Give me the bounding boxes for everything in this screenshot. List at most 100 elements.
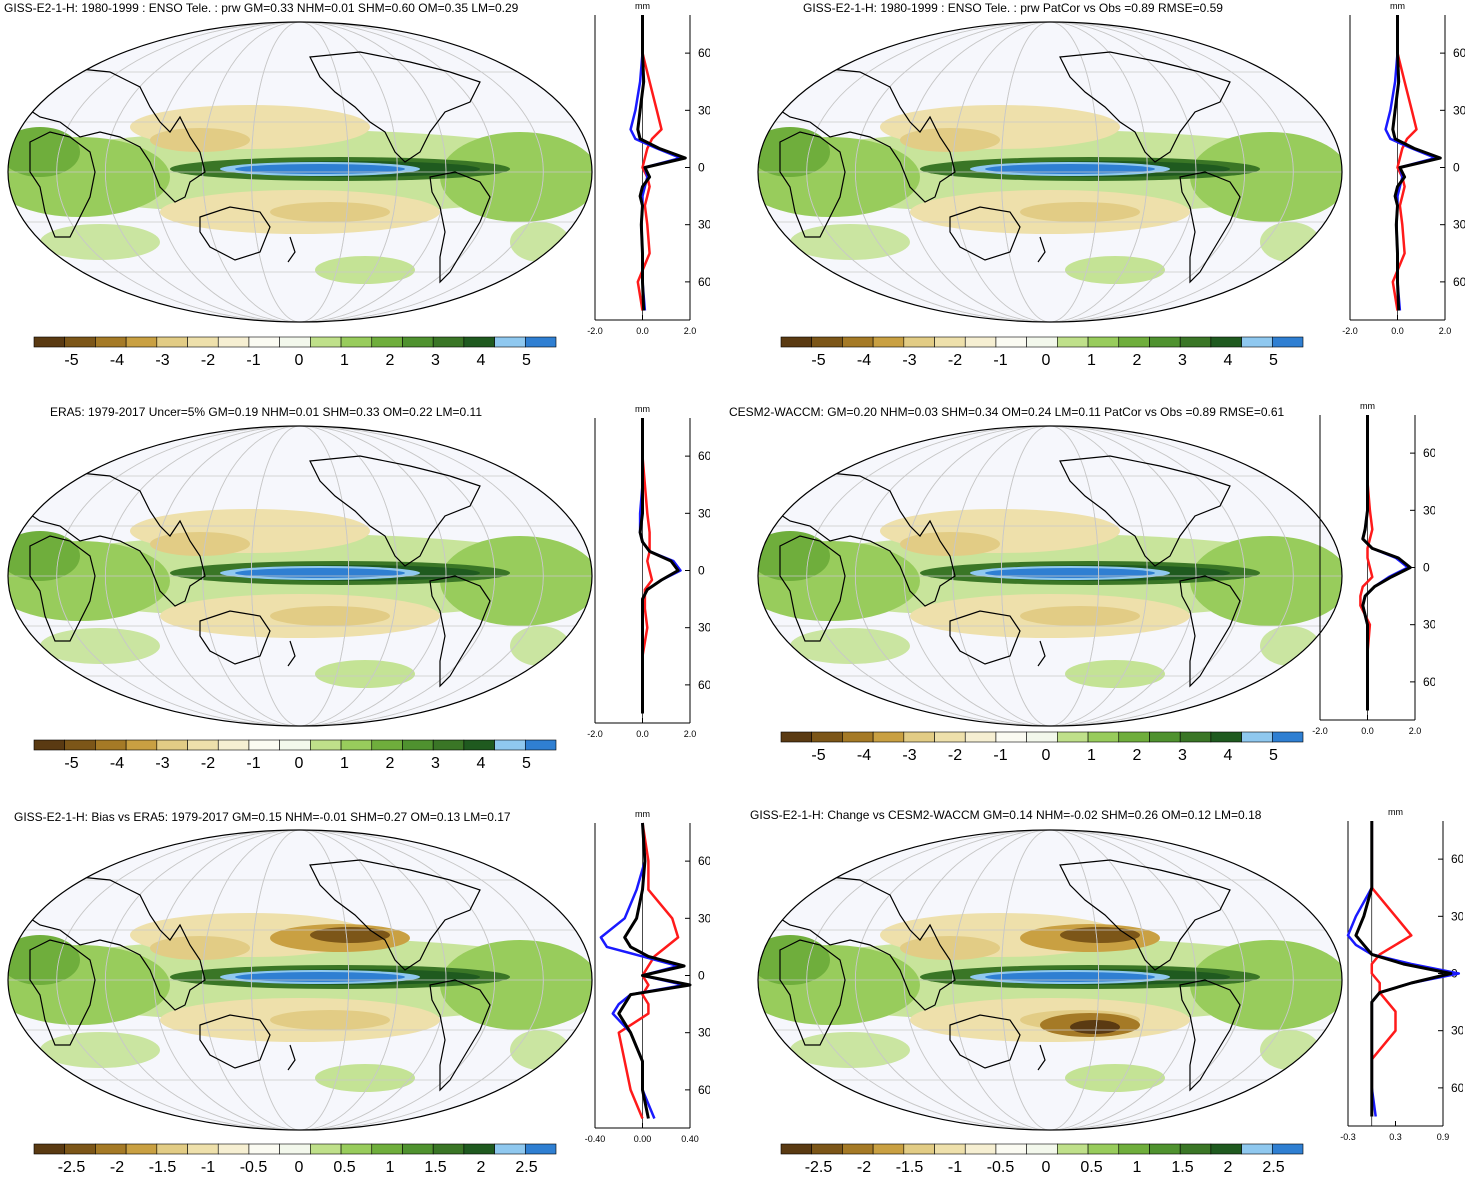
coastline [29, 131, 96, 238]
colorbar-tick-label: 2 [386, 755, 395, 772]
colorbar-tick-label: 5 [1269, 747, 1278, 764]
colorbar-swatch [1241, 1143, 1273, 1155]
colorbar-tick-label: 2 [1224, 1159, 1233, 1176]
anomaly-blob [1020, 202, 1140, 222]
colorbar-swatch [1057, 336, 1089, 348]
colorbar-swatch [964, 731, 997, 743]
anomaly-blob [40, 224, 160, 260]
lat-tick-label: 60N [698, 854, 710, 868]
colorbar-tick-label: -0.5 [987, 1159, 1015, 1176]
colorbar: -5 -4 -3 -2 -1 0 1 2 3 4 5 [33, 739, 557, 772]
colorbar-swatch [402, 1143, 434, 1155]
colorbar-swatch [125, 336, 158, 348]
colorbar-tick-label: -2 [948, 747, 962, 764]
colorbar-swatch [780, 731, 813, 743]
colorbar-swatch [995, 336, 1027, 348]
x-tick-label: 0.0 [1391, 326, 1404, 336]
anomaly-blob [235, 568, 405, 578]
colorbar-tick-label: -4 [857, 352, 871, 369]
lat-tick-label: 30N [698, 506, 710, 520]
coastline [19, 66, 206, 203]
colorbar-swatch [217, 336, 250, 348]
coastline [287, 640, 296, 667]
world-map [757, 829, 1343, 1131]
colorbar-swatch [1118, 336, 1150, 348]
anomaly-blob [1020, 606, 1140, 626]
colorbar-swatch [524, 336, 557, 348]
colorbar-tick-label: 4 [477, 352, 486, 369]
x-tick-label: -0.3 [1340, 1132, 1356, 1142]
anomaly-blob [40, 628, 160, 664]
colorbar-tick-label: -2 [201, 352, 215, 369]
colorbar-swatch [156, 336, 188, 348]
lat-tick-label: 0 [698, 161, 705, 175]
panel-title: GISS-E2-1-H: 1980-1999 : ENSO Tele. : pr… [4, 1, 519, 15]
colorbar-tick-label: 0.5 [333, 1159, 355, 1176]
colorbar-swatch [1026, 1143, 1058, 1155]
colorbar-swatch [1118, 731, 1150, 743]
x-tick-label: 0.40 [681, 1134, 699, 1144]
coastlines [19, 51, 491, 284]
colorbar-swatch [340, 1143, 373, 1155]
zonal-mean-plot: mm 60N 30N 0 30S 60S -0.40 0.00 0.40 [585, 809, 710, 1144]
anomaly-blob [270, 606, 390, 626]
coastline [949, 1014, 1021, 1069]
coastline [309, 859, 481, 971]
meridian-line [250, 426, 350, 726]
graticule [758, 426, 1342, 726]
coastlines [769, 455, 1241, 688]
lat-tick-label: 30S [1423, 618, 1435, 632]
anomaly-blob [8, 531, 80, 581]
colorbar-swatch [432, 739, 465, 751]
map-border [757, 425, 1343, 727]
anomaly-blob [790, 224, 910, 260]
colorbar-swatch [217, 1143, 250, 1155]
anomaly-blob [315, 1064, 415, 1092]
colorbar-swatch [95, 1143, 127, 1155]
colorbar-tick-label: -2.5 [805, 1159, 833, 1176]
colorbar-swatch [1149, 731, 1181, 743]
meridian-line [56, 426, 544, 726]
colorbar-swatch [494, 1143, 526, 1155]
meridian-line [854, 22, 1246, 322]
colorbar-swatch [125, 739, 158, 751]
colorbar-tick-label: -2 [110, 1159, 124, 1176]
anomaly-blob [150, 936, 250, 960]
anomaly-blob [315, 256, 415, 284]
zonal-unit-label: mm [635, 404, 650, 414]
colorbar-tick-label: 5 [522, 755, 531, 772]
colorbar-tick-label: -0.5 [240, 1159, 268, 1176]
zonal-series-line [1391, 15, 1418, 311]
colorbar-tick-label: 0 [1042, 352, 1051, 369]
meridian-line [56, 830, 544, 1130]
anomaly-blob [510, 1030, 570, 1070]
colorbar-swatch [1149, 1143, 1181, 1155]
x-tick-label: -2.0 [1312, 726, 1328, 736]
anomaly-blob [1190, 132, 1342, 222]
colorbar-swatch [187, 336, 219, 348]
panel-4: CESM2-WACCM: GM=0.20 NHM=0.03 SHM=0.34 O… [729, 400, 1483, 785]
anomaly-blob [900, 936, 1000, 960]
meridian-line [104, 830, 496, 1130]
meridian-line [806, 22, 1294, 322]
anomaly-blob [985, 972, 1155, 982]
map-field [758, 830, 1342, 1130]
lat-tick-label: 30S [698, 1026, 710, 1040]
colorbar-swatch [1118, 1143, 1150, 1155]
coastline [429, 575, 491, 688]
anomaly-blob [315, 660, 415, 688]
colorbar-swatch [524, 1143, 557, 1155]
anomaly-blob [235, 972, 405, 982]
world-map [757, 21, 1343, 323]
anomaly-blob [150, 128, 250, 152]
colorbar-swatch [903, 731, 935, 743]
colorbar-tick-label: 1 [340, 755, 349, 772]
coastline [1179, 979, 1241, 1092]
map-border [757, 829, 1343, 1131]
world-map [7, 425, 593, 727]
colorbar-swatch [1026, 336, 1058, 348]
anomaly-blob [440, 940, 592, 1030]
anomaly-blob [440, 132, 592, 222]
panel-title: GISS-E2-1-H: Change vs CESM2-WACCM GM=0.… [750, 808, 1262, 822]
x-tick-label: -2.0 [587, 729, 603, 739]
